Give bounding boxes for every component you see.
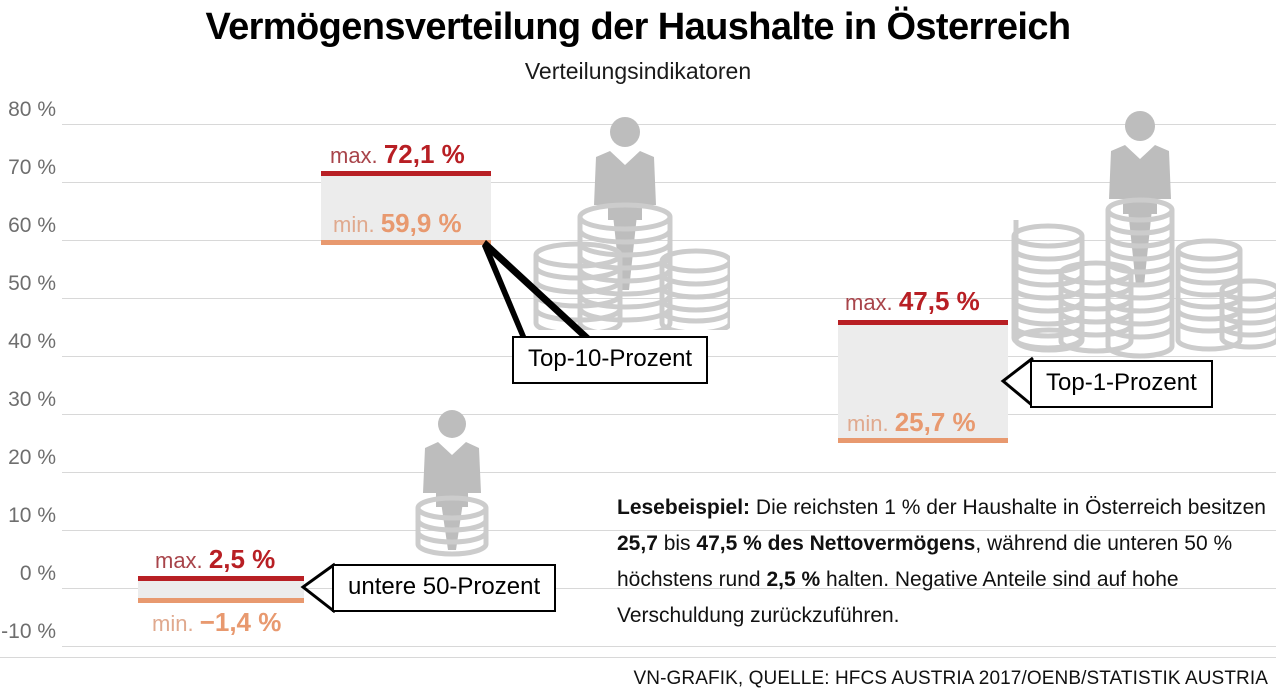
callout-pointer-bottom50 <box>300 562 336 614</box>
axis-label-40: 40 % <box>8 330 56 353</box>
band-bottom50-max-prefix: max. <box>155 548 203 573</box>
band-top1-min-prefix: min. <box>847 411 889 436</box>
coin-stack-group-bottom50 <box>404 408 514 563</box>
band-bottom50-max-line <box>138 576 304 581</box>
band-top10-min-prefix: min. <box>333 212 375 237</box>
band-bottom50-fill <box>138 580 304 599</box>
callout-pointer-top10 <box>482 240 592 340</box>
band-top10-min-number: 59,9 % <box>380 208 462 238</box>
axis-label-30: 30 % <box>8 388 56 411</box>
band-top10-min-line <box>321 240 491 245</box>
band-top10-min-value: min. 59,9 % <box>333 210 462 236</box>
coin-stack-group-top10 <box>520 115 733 338</box>
person-figure-bottom50 <box>423 410 481 550</box>
band-top10-max-value: max. 72,1 % <box>330 141 465 167</box>
source-credit: VN-GRAFIK, QUELLE: HFCS AUSTRIA 2017/OEN… <box>633 668 1268 689</box>
reading-text-3: , während die unteren 50 % höchstens run… <box>617 532 1233 591</box>
band-top10-max-line <box>321 171 491 176</box>
band-top1-max-line <box>838 320 1008 325</box>
axis-label-60: 60 % <box>8 214 56 237</box>
reading-text-4: halten. Negative Anteile sind auf hohe V… <box>617 568 1179 627</box>
gridline-10 <box>62 530 1276 531</box>
band-top1-fill <box>838 323 1008 439</box>
axis-label-80: 80 % <box>8 98 56 121</box>
band-bottom50-min-number: −1,4 % <box>199 607 282 637</box>
reading-bold-1: 25,7 <box>617 532 658 555</box>
reading-bold-2: 47,5 % des Nettovermögens <box>696 532 976 555</box>
coin-stack-c <box>1105 197 1175 359</box>
band-top1-min-value: min. 25,7 % <box>847 409 976 435</box>
band-top1-max-prefix: max. <box>845 290 893 315</box>
page-subtitle: Verteilungsindikatoren <box>524 58 752 84</box>
band-bottom50-max-value: max. 2,5 % <box>155 546 275 572</box>
axis-label-minus10: -10 % <box>1 620 56 643</box>
coin-stack-small <box>415 495 489 557</box>
axis-label-10: 10 % <box>8 504 56 527</box>
axis-label-0: 0 % <box>19 562 56 585</box>
band-top10-fill <box>321 174 491 244</box>
reading-text-1: Die reichsten 1 % der Haushalte in Öster… <box>750 496 1266 519</box>
axis-label-20: 20 % <box>8 446 56 469</box>
band-bottom50-max-number: 2,5 % <box>208 544 276 574</box>
reading-bold-3: 2,5 % <box>766 568 821 591</box>
gridline-70 <box>62 182 1276 183</box>
callout-pointer-top1 <box>1000 356 1034 408</box>
band-bottom50-min-prefix: min. <box>152 611 194 636</box>
band-top1-min-line <box>838 438 1008 443</box>
gridline-80 <box>62 124 1276 125</box>
band-bottom50-min-value: min. −1,4 % <box>152 609 281 635</box>
coin-stack-b <box>1058 260 1134 354</box>
reading-text-2: bis <box>657 532 697 555</box>
page-title: Vermögensverteilung der Haushalte in Öst… <box>205 6 1071 48</box>
callout-bottom50[interactable]: untere 50-Prozent <box>332 564 557 612</box>
coin-stack-d <box>1175 238 1243 352</box>
coin-stack-group-top1 <box>1004 108 1276 365</box>
band-top1-max-value: max. 47,5 % <box>845 288 980 314</box>
reading-example: Lesebeispiel: Die reichsten 1 % der Haus… <box>617 490 1276 634</box>
band-bottom50-min-line <box>138 598 304 603</box>
callout-top1[interactable]: Top-1-Prozent <box>1030 360 1213 408</box>
axis-label-50: 50 % <box>8 272 56 295</box>
band-top1-min-number: 25,7 % <box>894 407 976 437</box>
gridline-minus10 <box>62 646 1276 647</box>
callout-top10[interactable]: Top-10-Prozent <box>512 336 709 384</box>
band-top1-max-number: 47,5 % <box>898 286 980 316</box>
gridline-0 <box>62 588 1276 589</box>
axis-label-70: 70 % <box>8 156 56 179</box>
band-top10-max-number: 72,1 % <box>383 139 465 169</box>
person-figure-top1 <box>1109 111 1171 286</box>
gridline-30 <box>62 414 1276 415</box>
gridline-20 <box>62 472 1276 473</box>
footer-divider <box>0 657 1276 658</box>
reading-lead: Lesebeispiel: <box>617 496 751 519</box>
band-top10-max-prefix: max. <box>330 143 378 168</box>
